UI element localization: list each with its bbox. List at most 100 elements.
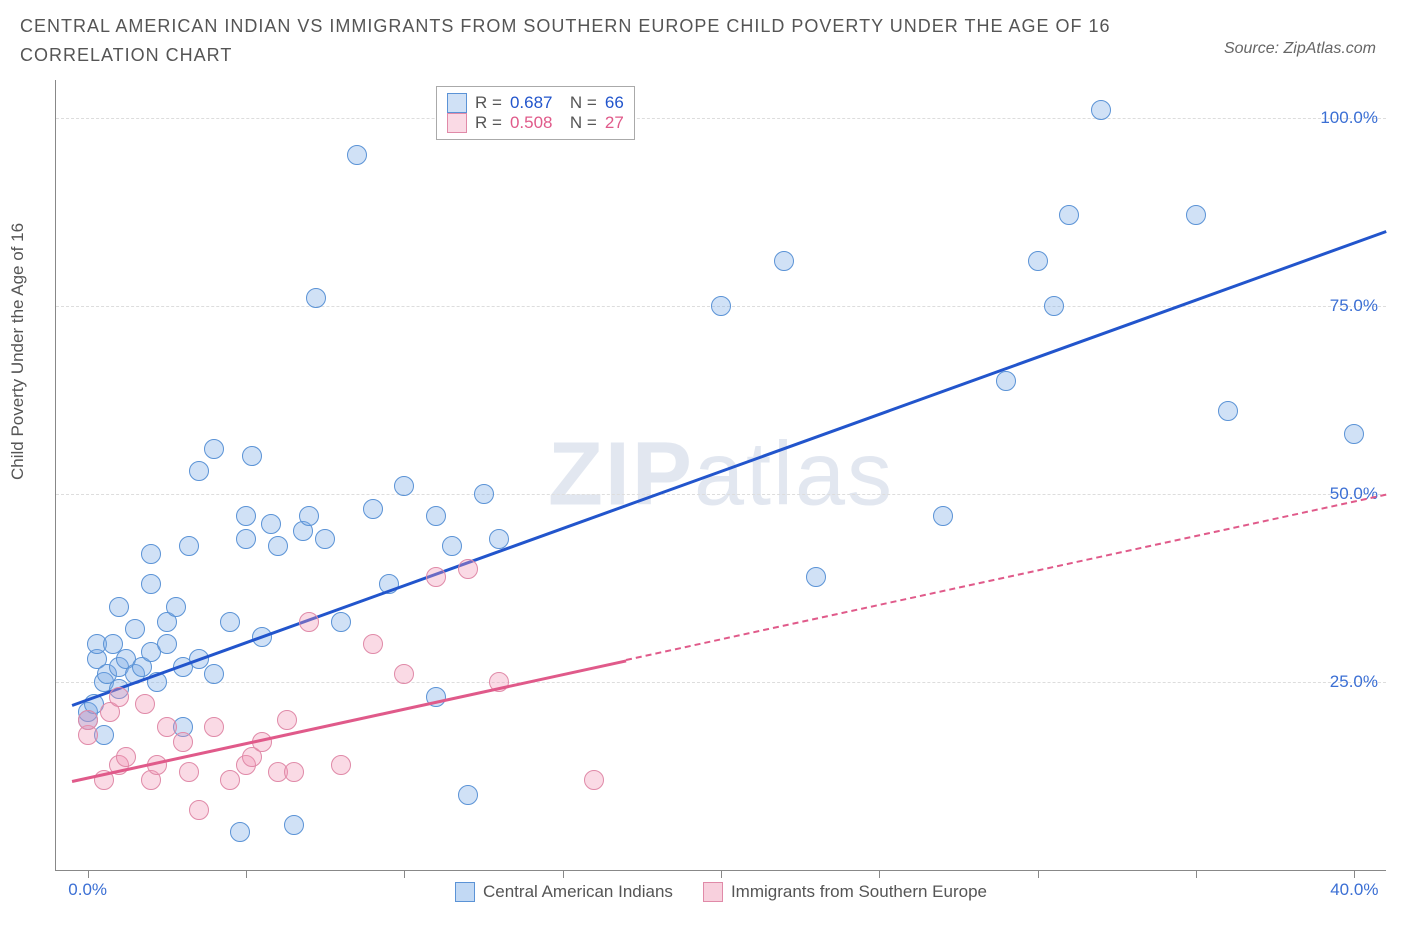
data-point	[189, 461, 209, 481]
data-point	[584, 770, 604, 790]
scatter-plot-area: ZIPatlas 25.0%50.0%75.0%100.0%0.0%40.0%R…	[55, 80, 1386, 871]
x-tick	[404, 870, 405, 878]
x-tick	[1196, 870, 1197, 878]
legend-r-label: R =	[475, 93, 502, 113]
legend-n-label: N =	[560, 93, 596, 113]
data-point	[141, 544, 161, 564]
data-point	[363, 634, 383, 654]
data-point	[109, 687, 129, 707]
data-point	[774, 251, 794, 271]
legend-n-value: 66	[605, 93, 624, 113]
data-point	[261, 514, 281, 534]
x-tick	[879, 870, 880, 878]
data-point	[230, 822, 250, 842]
data-point	[220, 612, 240, 632]
data-point	[996, 371, 1016, 391]
data-point	[236, 506, 256, 526]
data-point	[109, 597, 129, 617]
data-point	[157, 717, 177, 737]
y-tick-label: 25.0%	[1330, 672, 1378, 692]
x-tick-label: 40.0%	[1330, 880, 1378, 900]
data-point	[179, 762, 199, 782]
data-point	[933, 506, 953, 526]
data-point	[179, 536, 199, 556]
legend-swatch	[447, 113, 467, 133]
data-point	[284, 762, 304, 782]
data-point	[806, 567, 826, 587]
data-point	[426, 506, 446, 526]
data-point	[236, 529, 256, 549]
x-tick	[1038, 870, 1039, 878]
data-point	[268, 536, 288, 556]
data-point	[394, 476, 414, 496]
data-point	[711, 296, 731, 316]
trend-line-dashed	[626, 494, 1386, 661]
x-tick	[721, 870, 722, 878]
bottom-legend: Central American Indians Immigrants from …	[455, 882, 987, 902]
data-point	[347, 145, 367, 165]
data-point	[189, 800, 209, 820]
data-point	[157, 634, 177, 654]
data-point	[141, 574, 161, 594]
data-point	[166, 597, 186, 617]
legend-n-label: N =	[560, 113, 596, 133]
data-point	[173, 732, 193, 752]
data-point	[1218, 401, 1238, 421]
data-point	[242, 446, 262, 466]
legend-swatch	[703, 882, 723, 902]
legend-r-value: 0.687	[510, 93, 553, 113]
data-point	[116, 747, 136, 767]
gridline	[56, 682, 1386, 683]
watermark: ZIPatlas	[548, 424, 894, 527]
data-point	[474, 484, 494, 504]
legend-stats-box: R = 0.687 N = 66R = 0.508 N = 27	[436, 86, 635, 140]
data-point	[1091, 100, 1111, 120]
data-point	[277, 710, 297, 730]
data-point	[1186, 205, 1206, 225]
bottom-legend-label: Immigrants from Southern Europe	[731, 882, 987, 902]
data-point	[299, 612, 319, 632]
legend-r-label: R =	[475, 113, 502, 133]
data-point	[394, 664, 414, 684]
data-point	[315, 529, 335, 549]
legend-r-value: 0.508	[510, 113, 553, 133]
data-point	[458, 785, 478, 805]
bottom-legend-label: Central American Indians	[483, 882, 673, 902]
data-point	[204, 439, 224, 459]
data-point	[125, 619, 145, 639]
source-attribution: Source: ZipAtlas.com	[1224, 40, 1376, 58]
x-tick	[246, 870, 247, 878]
data-point	[220, 770, 240, 790]
data-point	[442, 536, 462, 556]
x-tick-label: 0.0%	[68, 880, 107, 900]
data-point	[284, 815, 304, 835]
data-point	[204, 717, 224, 737]
data-point	[204, 664, 224, 684]
y-axis-label: Child Poverty Under the Age of 16	[8, 223, 28, 480]
x-tick	[563, 870, 564, 878]
data-point	[135, 694, 155, 714]
data-point	[299, 506, 319, 526]
data-point	[1059, 205, 1079, 225]
data-point	[331, 612, 351, 632]
bottom-legend-item: Central American Indians	[455, 882, 673, 902]
data-point	[78, 710, 98, 730]
legend-swatch	[447, 93, 467, 113]
data-point	[426, 567, 446, 587]
watermark-light: atlas	[694, 425, 894, 525]
gridline	[56, 494, 1386, 495]
data-point	[458, 559, 478, 579]
data-point	[1028, 251, 1048, 271]
legend-stats-row: R = 0.508 N = 27	[447, 113, 624, 133]
data-point	[363, 499, 383, 519]
y-tick-label: 100.0%	[1320, 108, 1378, 128]
x-tick	[1354, 870, 1355, 878]
watermark-bold: ZIP	[548, 425, 694, 525]
y-tick-label: 75.0%	[1330, 296, 1378, 316]
bottom-legend-item: Immigrants from Southern Europe	[703, 882, 987, 902]
data-point	[306, 288, 326, 308]
x-tick	[88, 870, 89, 878]
legend-stats-row: R = 0.687 N = 66	[447, 93, 624, 113]
legend-n-value: 27	[605, 113, 624, 133]
data-point	[1044, 296, 1064, 316]
